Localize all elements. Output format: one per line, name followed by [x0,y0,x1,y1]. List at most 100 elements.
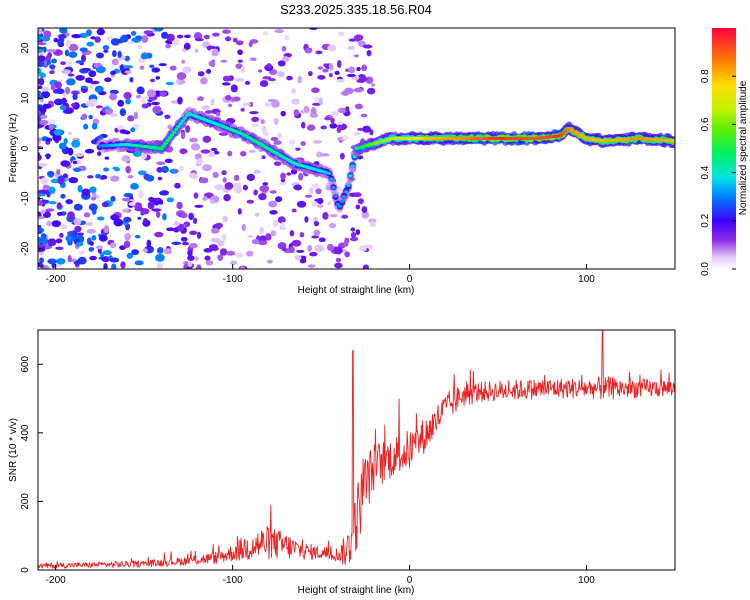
noise-blob [201,105,211,110]
noise-blob [77,184,83,193]
noise-blob [95,66,106,74]
noise-blob [221,170,227,176]
noise-blob [361,206,368,214]
noise-blob [261,155,266,160]
noise-blob [224,36,232,42]
noise-blob [52,133,62,142]
noise-blob [157,176,163,181]
noise-blob [199,177,209,184]
noise-blob [110,214,120,221]
noise-blob [127,115,135,122]
noise-blob [124,232,132,241]
noise-blob [55,246,64,250]
noise-blob [38,90,42,95]
noise-blob [75,74,85,81]
noise-blob [66,78,76,86]
noise-blob [38,216,45,220]
ridge-core [348,174,353,178]
noise-blob [46,170,55,178]
noise-blob [348,66,356,74]
noise-blob [273,161,282,166]
noise-blob [353,54,360,58]
noise-blob [194,38,204,42]
noise-blob [304,194,313,198]
noise-blob [337,121,344,125]
noise-blob [334,262,343,269]
noise-blob [277,60,286,67]
noise-blob [328,63,334,71]
noise-blob [73,167,82,172]
noise-blob [155,76,161,80]
noise-blob [150,78,156,83]
noise-blob [311,201,318,207]
noise-blob [60,61,66,66]
noise-blob [196,264,202,269]
noise-blob [68,177,79,184]
noise-blob [178,165,185,172]
noise-blob [317,75,326,80]
noise-blob [123,65,134,69]
noise-blob [88,203,98,212]
noise-blob [96,28,105,36]
noise-blob [42,184,51,191]
noise-blob [135,35,143,40]
noise-blob [277,242,287,250]
noise-blob [304,48,313,54]
ridge-core [174,127,179,131]
noise-blob [353,87,364,93]
spectrogram-y-tick-label: 10 [20,92,31,104]
noise-blob [189,242,198,249]
noise-blob [53,129,64,136]
noise-blob [127,174,134,179]
noise-blob [300,121,306,129]
noise-blob [117,99,125,107]
noise-blob [140,152,147,160]
noise-blob [111,263,117,269]
colorbar-label: Normalized spectral amplitude [738,80,749,215]
noise-blob [266,63,272,69]
noise-blob [120,261,126,269]
noise-blob [336,78,345,83]
noise-blob [193,32,203,41]
chart-title: S233.2025.335.18.56.R04 [280,2,432,17]
noise-blob [142,248,148,253]
noise-blob [138,190,144,199]
noise-blob [68,51,78,58]
noise-blob [59,104,67,111]
noise-blob [158,63,167,67]
noise-blob [82,67,91,72]
noise-blob [94,85,104,93]
noise-blob [176,72,187,80]
noise-blob [39,257,45,264]
noise-blob [109,242,117,249]
noise-blob [84,148,95,154]
noise-blob [41,87,50,92]
noise-blob [258,193,267,201]
snr-series-line [38,330,675,569]
noise-blob [333,246,343,255]
noise-blob [353,132,361,136]
noise-blob [117,50,122,58]
noise-blob [270,230,277,237]
noise-blob [270,136,279,141]
noise-blob [60,193,66,199]
noise-blob [85,221,93,226]
noise-blob [246,250,254,257]
noise-blob [38,55,46,62]
noise-blob [242,184,248,191]
noise-blob [71,139,81,148]
noise-blob [317,66,323,70]
noise-blob [38,60,45,68]
noise-blob [121,155,131,162]
noise-blob [67,131,73,136]
snr-x-tick-label: 100 [578,575,595,586]
noise-blob [81,54,87,63]
noise-blob [348,38,357,42]
noise-blob [77,232,84,236]
noise-blob [110,175,120,182]
noise-blob [356,79,366,83]
noise-blob [313,229,320,237]
noise-blob [335,257,342,263]
noise-blob [53,37,59,43]
